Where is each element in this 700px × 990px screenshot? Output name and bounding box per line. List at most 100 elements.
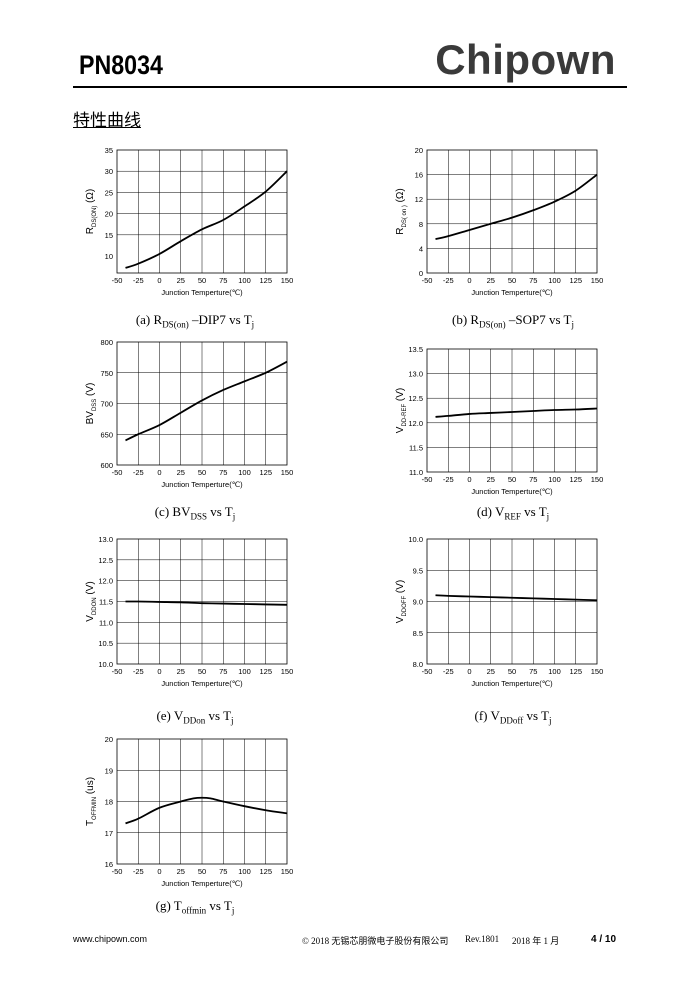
chart-a: -50 -25 0 25 50 75 100 125 150 10 15 20 25 30 35 Juncti… <box>85 146 293 297</box>
footer-date: 2018 年 1 月 <box>512 936 560 946</box>
x-tick-label: -50 <box>112 667 123 676</box>
y-tick-label: 19 <box>105 766 113 775</box>
y-axis-label-unit: (Ω) <box>395 188 406 205</box>
x-tick-label: -25 <box>133 867 144 876</box>
x-tick-label: -50 <box>112 276 123 285</box>
x-tick-label: 0 <box>467 475 471 484</box>
y-tick-label: 10.0 <box>98 660 113 669</box>
caption-c: (c) BVDSS vs Tj <box>154 504 236 522</box>
y-axis-label-sub: DDOFF <box>402 596 408 617</box>
series-line-0 <box>435 173 598 241</box>
x-tick-label: 150 <box>591 475 604 484</box>
x-tick-label: -25 <box>133 276 144 285</box>
x-tick-label: -50 <box>422 276 433 285</box>
chart-f: -50 -25 0 25 50 75 100 125 150 8.0 8.5 9.0 9.5 10.0 Ju… <box>395 535 604 688</box>
x-tick-label: 25 <box>177 867 185 876</box>
y-tick-label: 13.0 <box>408 370 423 379</box>
y-axis-label-main: V <box>395 616 406 623</box>
y-tick-label: 0 <box>419 269 423 278</box>
y-tick-label: 18 <box>105 798 113 807</box>
x-axis-label: Junction Temperture(℃) <box>161 879 243 888</box>
y-tick-label: 8.5 <box>413 629 423 638</box>
y-tick-label: 12 <box>415 195 423 204</box>
y-tick-label: 20 <box>415 146 423 155</box>
x-tick-label: 125 <box>569 667 582 676</box>
y-tick-label: 15 <box>105 231 113 240</box>
y-axis-label-sub: DS( on ) <box>402 205 408 227</box>
y-tick-label: 650 <box>100 430 113 439</box>
y-tick-label: 20 <box>105 210 113 219</box>
y-tick-label: 11.0 <box>409 468 423 477</box>
y-axis-label: VDD-REF (V) <box>395 388 408 433</box>
y-axis-label-sub: DSS <box>92 399 98 411</box>
footer-revision: Rev.1801 <box>465 934 500 944</box>
x-tick-label: 125 <box>259 468 272 477</box>
y-tick-label: 13.5 <box>408 345 423 354</box>
x-tick-label: -25 <box>133 468 144 477</box>
x-tick-label: 25 <box>487 475 495 484</box>
y-axis-label-unit: (Ω) <box>85 189 96 206</box>
x-axis-label: Junction Temperture(℃) <box>471 487 553 496</box>
x-tick-label: 75 <box>219 867 227 876</box>
series-line-0 <box>435 594 598 602</box>
x-tick-label: 150 <box>281 468 294 477</box>
x-tick-label: -25 <box>443 475 454 484</box>
x-tick-label: 100 <box>238 276 251 285</box>
x-tick-label: 0 <box>157 468 161 477</box>
y-tick-label: 750 <box>100 369 113 378</box>
caption-g: (g) Toffmin vs Tj <box>155 898 235 916</box>
y-axis-label-main: BV <box>85 411 96 425</box>
x-tick-label: 75 <box>529 276 537 285</box>
y-tick-label: 12.0 <box>408 419 423 428</box>
caption-b: (b) RDS(on) –SOP7 vs Tj <box>452 312 574 330</box>
series-line-0 <box>125 170 288 269</box>
x-tick-label: 75 <box>219 468 227 477</box>
x-tick-label: 50 <box>508 475 516 484</box>
series-line-0 <box>435 407 598 418</box>
x-tick-label: 50 <box>508 667 516 676</box>
y-axis-label-sub: DDON <box>92 597 98 615</box>
x-axis-label: Junction Temperture(℃) <box>161 288 243 297</box>
y-tick-label: 10 <box>105 252 113 261</box>
x-tick-label: 150 <box>281 667 294 676</box>
x-tick-label: 150 <box>591 667 604 676</box>
x-tick-label: 100 <box>238 667 251 676</box>
caption-a: (a) RDS(on) –DIP7 vs Tj <box>135 312 255 330</box>
footer-copyright: © 2018 无锡芯朋微电子股份有限公司 <box>302 936 449 946</box>
y-tick-label: 700 <box>100 400 113 409</box>
y-tick-label: 16 <box>105 860 113 869</box>
x-axis-label: Junction Temperture(℃) <box>161 679 243 688</box>
chart-c: -50 -25 0 25 50 75 100 125 150 600 650 700 750 800 Jun… <box>85 338 294 489</box>
x-tick-label: 50 <box>198 276 206 285</box>
x-tick-label: 25 <box>487 667 495 676</box>
y-tick-label: 9.5 <box>413 566 423 575</box>
x-tick-label: 0 <box>157 276 161 285</box>
x-tick-label: 75 <box>219 276 227 285</box>
series-line-0 <box>125 360 288 442</box>
y-axis-label-sub: DD-REF <box>402 404 408 427</box>
x-tick-label: 125 <box>569 276 582 285</box>
y-axis-label: TOFFMIN (us) <box>85 777 98 826</box>
x-tick-label: 150 <box>591 276 604 285</box>
x-tick-label: 125 <box>259 667 272 676</box>
x-tick-label: 75 <box>529 475 537 484</box>
x-tick-label: 100 <box>548 276 561 285</box>
y-axis-label-main: V <box>85 615 96 622</box>
x-tick-label: 125 <box>569 475 582 484</box>
y-tick-label: 11.5 <box>99 598 113 607</box>
series-line-0 <box>125 796 288 825</box>
y-tick-label: 9.0 <box>413 598 423 607</box>
x-tick-label: 50 <box>508 276 516 285</box>
x-tick-label: 75 <box>219 667 227 676</box>
chart-e: -50 -25 0 25 50 75 100 125 150 10.0 10.5 11.0 11.5 12… <box>85 535 294 688</box>
x-tick-label: 50 <box>198 667 206 676</box>
x-tick-label: 0 <box>157 867 161 876</box>
y-tick-label: 8 <box>419 220 423 229</box>
y-axis-label-sub: OFFMIN <box>92 797 98 820</box>
y-tick-label: 12.5 <box>98 556 113 565</box>
chart-g: -50 -25 0 25 50 75 100 125 150 16 17 18 19 20 Junction… <box>85 735 293 888</box>
y-tick-label: 11.5 <box>409 443 423 452</box>
y-tick-label: 800 <box>100 338 113 347</box>
x-tick-label: 25 <box>177 276 185 285</box>
footer-url[interactable]: www.chipown.com <box>73 934 148 944</box>
